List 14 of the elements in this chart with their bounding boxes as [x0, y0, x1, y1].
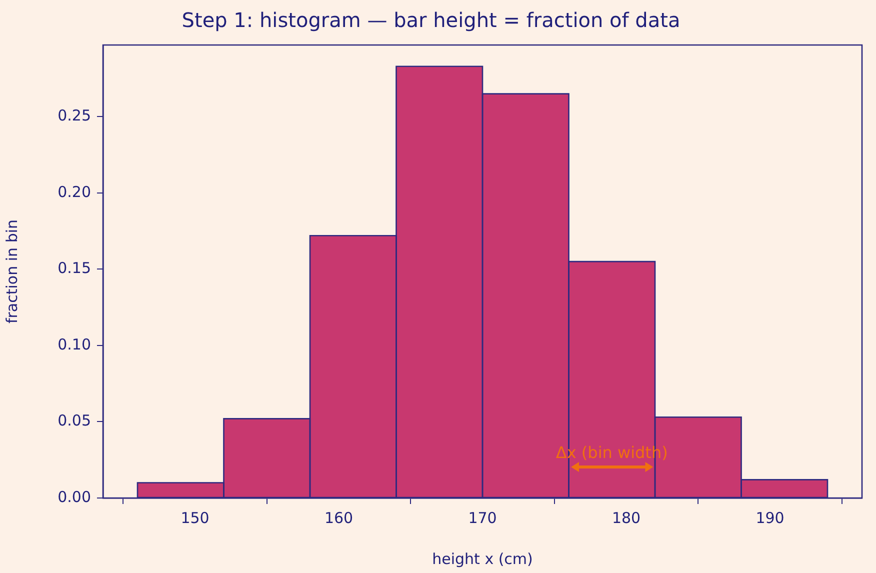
x-tick-label: 170 — [468, 508, 497, 527]
y-tick-label: 0.15 — [58, 259, 91, 278]
y-tick-label: 0.05 — [58, 412, 91, 430]
x-tick-label: 180 — [612, 508, 641, 527]
y-tick-label: 0.20 — [58, 182, 91, 201]
y-axis-title: fraction in bin — [2, 219, 21, 324]
y-tick-label: 0.00 — [58, 488, 91, 506]
x-axis-title: height x (cm) — [432, 550, 533, 568]
x-tick-label: 160 — [324, 508, 354, 527]
y-tick-label: 0.10 — [58, 335, 91, 354]
y-tick-label: 0.25 — [58, 106, 91, 125]
x-tick-label: 150 — [180, 508, 210, 527]
x-tick-label: 190 — [756, 508, 784, 527]
chart-title: Step 1: histogram — bar height = fraction of data — [182, 8, 680, 32]
